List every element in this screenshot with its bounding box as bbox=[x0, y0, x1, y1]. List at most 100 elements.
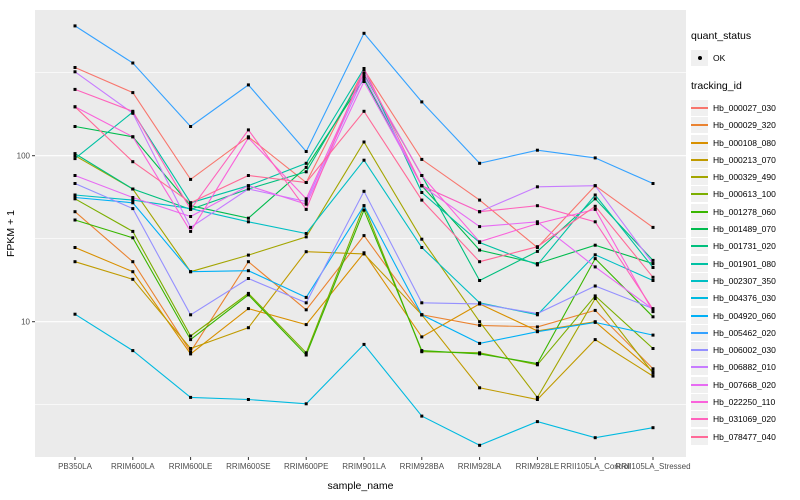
data-point bbox=[304, 295, 308, 299]
series-label: Hb_001731_020 bbox=[713, 241, 776, 252]
data-point bbox=[246, 184, 250, 188]
data-point bbox=[362, 140, 366, 144]
data-point bbox=[651, 266, 655, 269]
series-key-line-icon bbox=[691, 297, 708, 300]
data-point bbox=[420, 414, 424, 418]
data-point bbox=[535, 185, 539, 189]
data-point bbox=[593, 297, 597, 300]
series-key-line-icon bbox=[691, 158, 708, 161]
legend-ok-label: OK bbox=[713, 52, 726, 63]
series-label: Hb_078477_040 bbox=[713, 431, 776, 442]
series-key-line-icon bbox=[691, 262, 708, 265]
data-point bbox=[246, 293, 250, 297]
data-point bbox=[304, 165, 308, 169]
data-point bbox=[246, 187, 250, 191]
legend-item-Hb_002307_350: Hb_002307_350 bbox=[691, 272, 799, 289]
data-point bbox=[651, 315, 655, 319]
data-point bbox=[478, 320, 482, 324]
data-point bbox=[73, 193, 77, 197]
data-point bbox=[131, 270, 135, 274]
legend-quant-status-title: quant_status bbox=[691, 30, 752, 42]
data-point bbox=[478, 386, 482, 390]
data-point bbox=[73, 182, 77, 185]
series-color-key bbox=[691, 393, 708, 410]
data-point bbox=[304, 402, 308, 406]
series-color-key bbox=[691, 376, 708, 393]
data-point bbox=[131, 277, 135, 281]
data-point bbox=[478, 341, 482, 345]
data-point bbox=[304, 301, 308, 305]
data-point bbox=[189, 334, 193, 338]
data-point bbox=[478, 248, 482, 252]
data-point bbox=[362, 208, 366, 212]
y-tick-label: 100 bbox=[17, 152, 31, 161]
data-point bbox=[304, 170, 308, 174]
data-point bbox=[362, 67, 366, 70]
data-point bbox=[73, 87, 77, 91]
data-point bbox=[535, 220, 539, 224]
data-point bbox=[246, 136, 250, 140]
data-point bbox=[478, 198, 482, 202]
legend-item-Hb_000029_320: Hb_000029_320 bbox=[691, 117, 799, 134]
x-tick-label: RRII105LA_Control bbox=[561, 462, 631, 471]
data-point bbox=[131, 111, 135, 115]
data-point bbox=[420, 198, 424, 202]
legend-item-Hb_000613_100: Hb_000613_100 bbox=[691, 186, 799, 203]
data-point bbox=[189, 313, 193, 317]
point-key bbox=[691, 49, 708, 66]
series-key-line-icon bbox=[691, 349, 708, 352]
data-point bbox=[362, 204, 366, 208]
data-point bbox=[420, 246, 424, 249]
data-point bbox=[73, 157, 77, 161]
data-point bbox=[535, 263, 539, 267]
data-point bbox=[420, 157, 424, 161]
data-point bbox=[420, 349, 424, 353]
legend-item-Hb_001901_080: Hb_001901_080 bbox=[691, 255, 799, 272]
data-point bbox=[73, 246, 77, 249]
legend-item-Hb_000027_030: Hb_000027_030 bbox=[691, 99, 799, 116]
data-point bbox=[593, 294, 597, 298]
data-point bbox=[478, 161, 482, 165]
data-point bbox=[593, 184, 597, 188]
x-tick-label: RRIM600SE bbox=[226, 462, 270, 471]
data-point bbox=[420, 191, 424, 194]
legend-item-Hb_001278_060: Hb_001278_060 bbox=[691, 203, 799, 220]
series-key-line-icon bbox=[691, 383, 708, 386]
series-key-line-icon bbox=[691, 400, 708, 403]
legend-item-Hb_001489_070: Hb_001489_070 bbox=[691, 220, 799, 238]
data-point bbox=[478, 260, 482, 264]
series-key-line-icon bbox=[691, 228, 708, 231]
legend-item-Hb_004920_060: Hb_004920_060 bbox=[691, 307, 799, 324]
legend-item-Hb_006882_010: Hb_006882_010 bbox=[691, 359, 799, 376]
data-point bbox=[362, 342, 366, 346]
series-label: Hb_001901_080 bbox=[713, 258, 776, 269]
data-point bbox=[535, 362, 539, 365]
data-point bbox=[651, 426, 655, 430]
data-point bbox=[535, 398, 539, 401]
x-tick-label: RRII105LA_Stressed bbox=[615, 462, 690, 471]
legend-quant-status-block: quant_status OK bbox=[691, 30, 799, 66]
series-label: Hb_000329_490 bbox=[713, 172, 776, 183]
data-point bbox=[131, 236, 135, 240]
data-point bbox=[246, 307, 250, 311]
series-color-key bbox=[691, 307, 708, 324]
data-point bbox=[189, 225, 193, 229]
series-key-line-icon bbox=[691, 106, 708, 109]
data-point bbox=[189, 338, 193, 342]
data-point bbox=[73, 152, 77, 156]
data-point bbox=[593, 257, 597, 261]
data-point bbox=[651, 310, 655, 314]
data-point bbox=[420, 313, 424, 317]
legend-item-Hb_000329_490: Hb_000329_490 bbox=[691, 168, 799, 186]
series-key-line-icon bbox=[691, 366, 708, 369]
data-point bbox=[131, 260, 135, 264]
series-key-line-icon bbox=[691, 418, 708, 421]
data-point bbox=[73, 210, 77, 214]
series-label: Hb_004920_060 bbox=[713, 310, 776, 321]
data-point bbox=[131, 201, 135, 205]
y-axis-title: FPKM + 1 bbox=[5, 210, 17, 257]
data-point bbox=[362, 189, 366, 193]
data-point bbox=[73, 70, 77, 74]
data-point bbox=[593, 265, 597, 269]
data-point bbox=[246, 253, 250, 257]
